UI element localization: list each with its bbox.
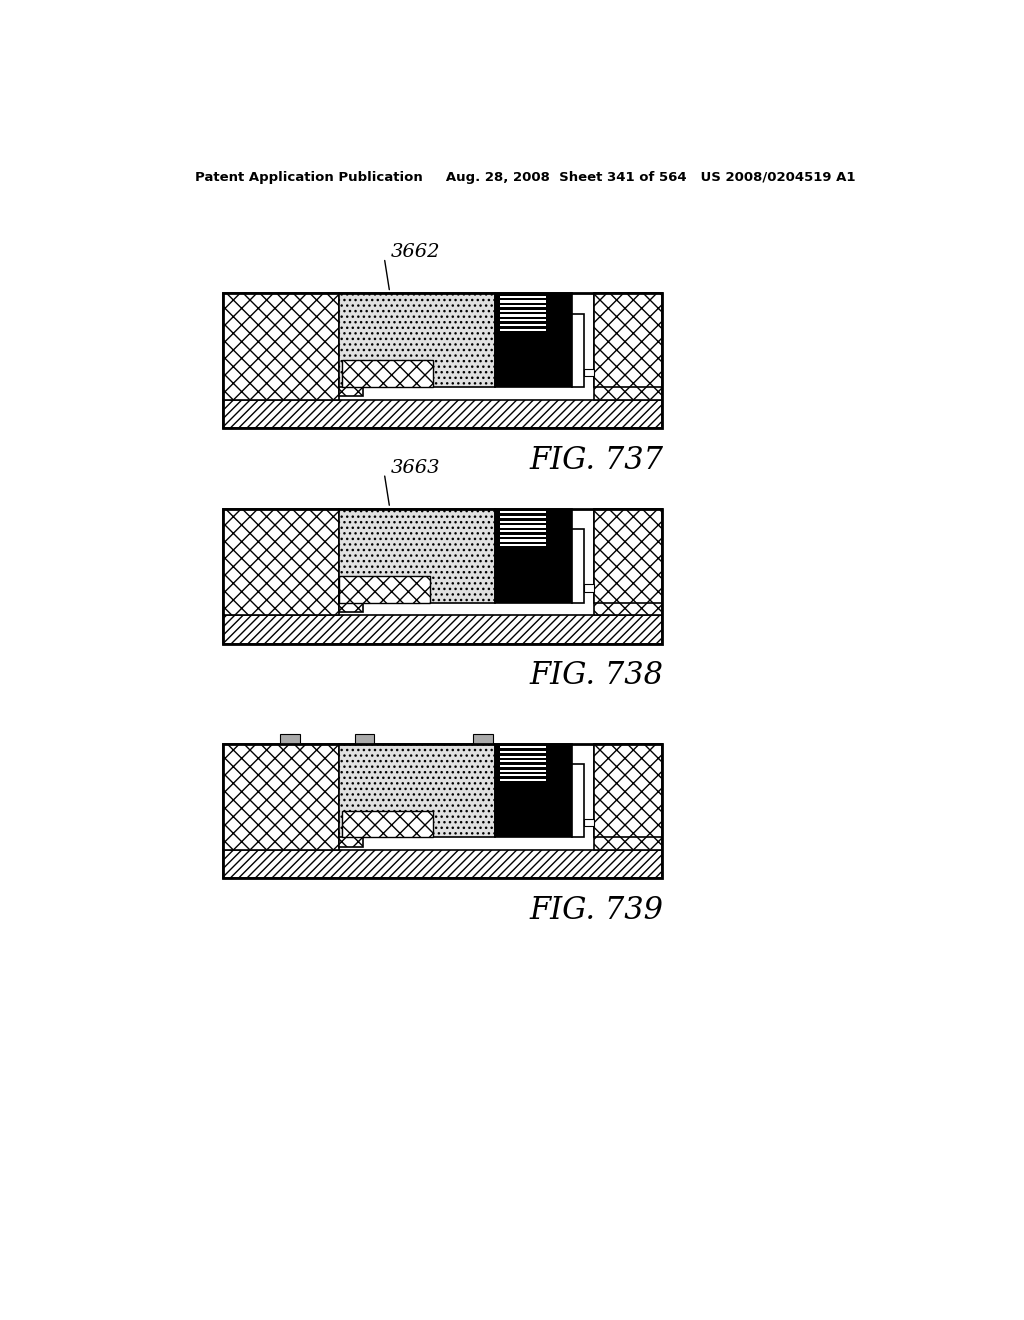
Text: 3663: 3663 [390,459,440,477]
Bar [594,508,662,615]
Bar [500,319,546,321]
Bar [495,293,571,387]
Bar [500,323,546,326]
Bar [500,760,546,763]
Text: FIG. 738: FIG. 738 [529,660,663,692]
Bar [223,743,339,850]
Bar [280,734,300,743]
Bar [500,525,546,528]
Bar [594,293,662,400]
Bar [223,400,662,428]
Text: FIG. 737: FIG. 737 [529,445,663,475]
Bar [500,779,546,781]
Bar [495,508,571,603]
Bar [500,511,546,513]
Bar [571,529,584,603]
Text: FIG. 739: FIG. 739 [529,895,663,927]
Bar [473,734,493,743]
Bar [571,314,584,387]
Bar [584,368,594,376]
Bar [500,746,546,748]
Bar [500,770,546,772]
Bar [500,535,546,537]
Bar [500,531,546,532]
Bar [339,576,430,603]
Bar [500,301,546,302]
Bar [342,360,433,387]
Bar [594,508,662,603]
Bar [500,540,546,541]
Bar [354,734,375,743]
Bar [500,296,546,298]
Bar [500,766,546,767]
Bar [500,516,546,519]
Bar [500,314,546,317]
Bar [584,820,594,826]
Bar [339,593,362,611]
Bar [223,508,662,644]
Bar [339,743,495,837]
Bar [223,850,662,878]
Bar [500,755,546,758]
Text: 3662: 3662 [390,243,440,261]
Bar [223,293,662,428]
Bar [500,310,546,312]
Bar [500,520,546,523]
Bar [584,585,594,591]
Bar [495,743,571,837]
Bar [594,743,662,850]
Bar [223,743,662,878]
Bar [594,293,662,387]
Bar [571,764,584,837]
Bar [339,826,362,846]
Bar [594,743,662,837]
Bar [500,305,546,308]
Bar [500,544,546,546]
Bar [500,775,546,776]
Text: Patent Application Publication     Aug. 28, 2008  Sheet 341 of 564   US 2008/020: Patent Application Publication Aug. 28, … [195,172,855,185]
Bar [500,751,546,752]
Bar [500,329,546,331]
Bar [339,376,362,396]
Bar [339,293,495,387]
Bar [339,508,495,603]
Bar [223,508,339,615]
Bar [223,293,339,400]
Bar [223,615,662,644]
Bar [342,810,433,837]
